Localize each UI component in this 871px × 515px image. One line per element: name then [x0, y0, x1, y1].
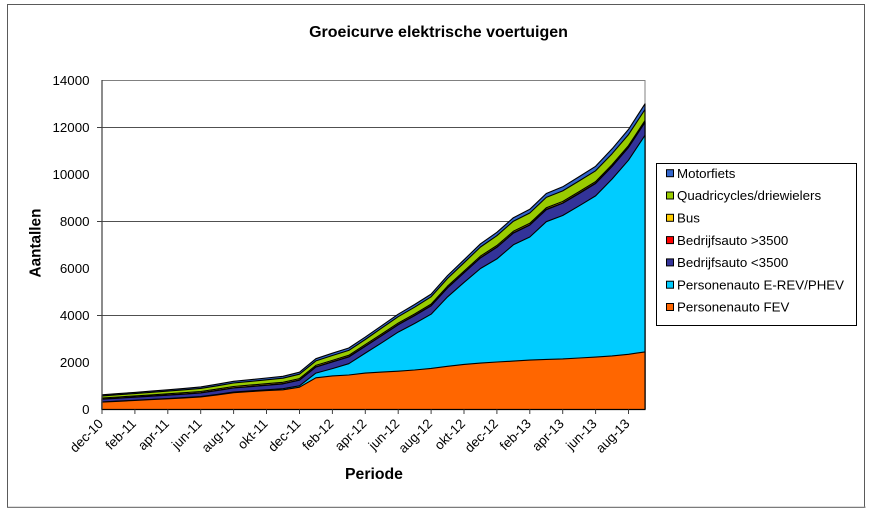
svg-text:8000: 8000 [60, 214, 90, 229]
svg-text:Motorfiets: Motorfiets [677, 166, 736, 181]
svg-text:Periode: Periode [345, 466, 403, 483]
svg-text:12000: 12000 [53, 120, 90, 135]
svg-text:10000: 10000 [53, 167, 90, 182]
svg-text:4000: 4000 [60, 308, 90, 323]
svg-text:0: 0 [82, 402, 89, 417]
svg-text:6000: 6000 [60, 261, 90, 276]
svg-text:14000: 14000 [53, 73, 90, 88]
svg-text:Aantallen: Aantallen [28, 209, 45, 278]
svg-text:2000: 2000 [60, 355, 90, 370]
svg-text:Bedrijfsauto >3500: Bedrijfsauto >3500 [677, 233, 788, 248]
svg-text:Personenauto FEV: Personenauto FEV [677, 300, 789, 315]
svg-text:Bus: Bus [677, 211, 700, 226]
svg-text:Quadricycles/driewielers: Quadricycles/driewielers [677, 188, 821, 203]
svg-text:Groeicurve elektrische voertui: Groeicurve elektrische voertuigen [309, 24, 568, 41]
svg-text:Bedrijfsauto <3500: Bedrijfsauto <3500 [677, 255, 788, 270]
svg-text:Personenauto E-REV/PHEV: Personenauto E-REV/PHEV [677, 277, 844, 292]
